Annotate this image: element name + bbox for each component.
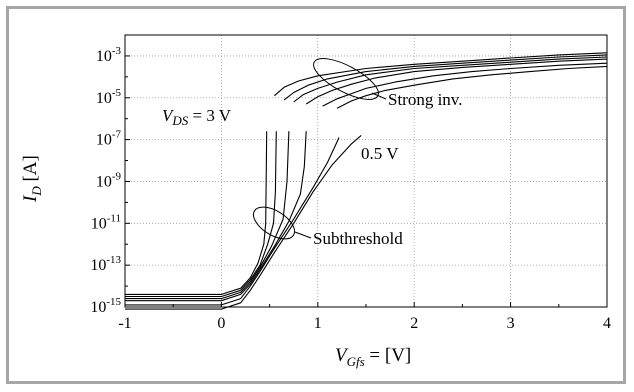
x-tick-label: 4 bbox=[603, 315, 611, 332]
x-tick-label: -1 bbox=[118, 315, 131, 332]
y-tick-label: 10-15 bbox=[90, 296, 121, 316]
grid-lines bbox=[125, 35, 607, 308]
axis-ticks: -1 0 1 2 3 4 10-3 10-5 10-7 10-9 10-11 10-13 10-15 bbox=[90, 45, 611, 332]
series-line-3 bbox=[125, 131, 290, 300]
y-tick-label: 10-11 bbox=[91, 212, 121, 232]
subthreshold-pointer-line bbox=[294, 231, 312, 239]
y-tick-label: 10-13 bbox=[90, 254, 121, 274]
series-group bbox=[125, 52, 608, 310]
y-tick-label: 10-9 bbox=[96, 170, 122, 190]
x-tick-label: 3 bbox=[507, 315, 515, 332]
y-tick-label: 10-3 bbox=[96, 45, 122, 65]
y-tick-label: 10-5 bbox=[96, 87, 122, 107]
vds-suffix: = 3 V bbox=[188, 106, 232, 125]
x-tick-label: 0 bbox=[217, 315, 225, 332]
series-line-10 bbox=[305, 58, 608, 105]
y-label-subscript: D bbox=[29, 186, 44, 197]
y-axis-label: ID [A] bbox=[20, 155, 44, 203]
x-label-symbol: V bbox=[335, 345, 349, 366]
series-line-7 bbox=[274, 52, 608, 97]
vds-bottom-label: 0.5 V bbox=[361, 144, 399, 163]
series-line-5 bbox=[125, 137, 340, 306]
series-line-1 bbox=[125, 131, 268, 295]
vds-symbol: V bbox=[162, 106, 175, 125]
plot-area bbox=[124, 34, 608, 308]
x-axis-label: VGfs = [V] bbox=[335, 345, 411, 369]
x-tick-label: 2 bbox=[410, 315, 418, 332]
subthreshold-ellipse bbox=[252, 206, 296, 240]
y-tick-label: 10-7 bbox=[96, 129, 122, 149]
x-tick-label: 1 bbox=[314, 315, 322, 332]
strong-inversion-label: Strong inv. bbox=[388, 90, 462, 109]
y-label-symbol: I bbox=[20, 194, 41, 203]
y-label-suffix: [A] bbox=[20, 155, 41, 186]
x-label-suffix: = [V] bbox=[365, 345, 412, 366]
subthreshold-label: Subthreshold bbox=[313, 229, 403, 248]
series-line-2 bbox=[125, 131, 277, 298]
vds-subscript: DS bbox=[171, 113, 188, 128]
figure-frame bbox=[6, 6, 626, 384]
series-line-8 bbox=[283, 54, 608, 101]
vds-top-label: VDS = 3 V bbox=[162, 106, 232, 128]
series-line-4 bbox=[125, 131, 307, 302]
series-line-6 bbox=[125, 134, 362, 310]
series-line-9 bbox=[293, 56, 608, 103]
strong-pointer-line bbox=[371, 92, 387, 100]
x-label-subscript: Gfs bbox=[347, 354, 365, 369]
series-line-12 bbox=[336, 65, 608, 109]
series-line-11 bbox=[322, 62, 608, 107]
